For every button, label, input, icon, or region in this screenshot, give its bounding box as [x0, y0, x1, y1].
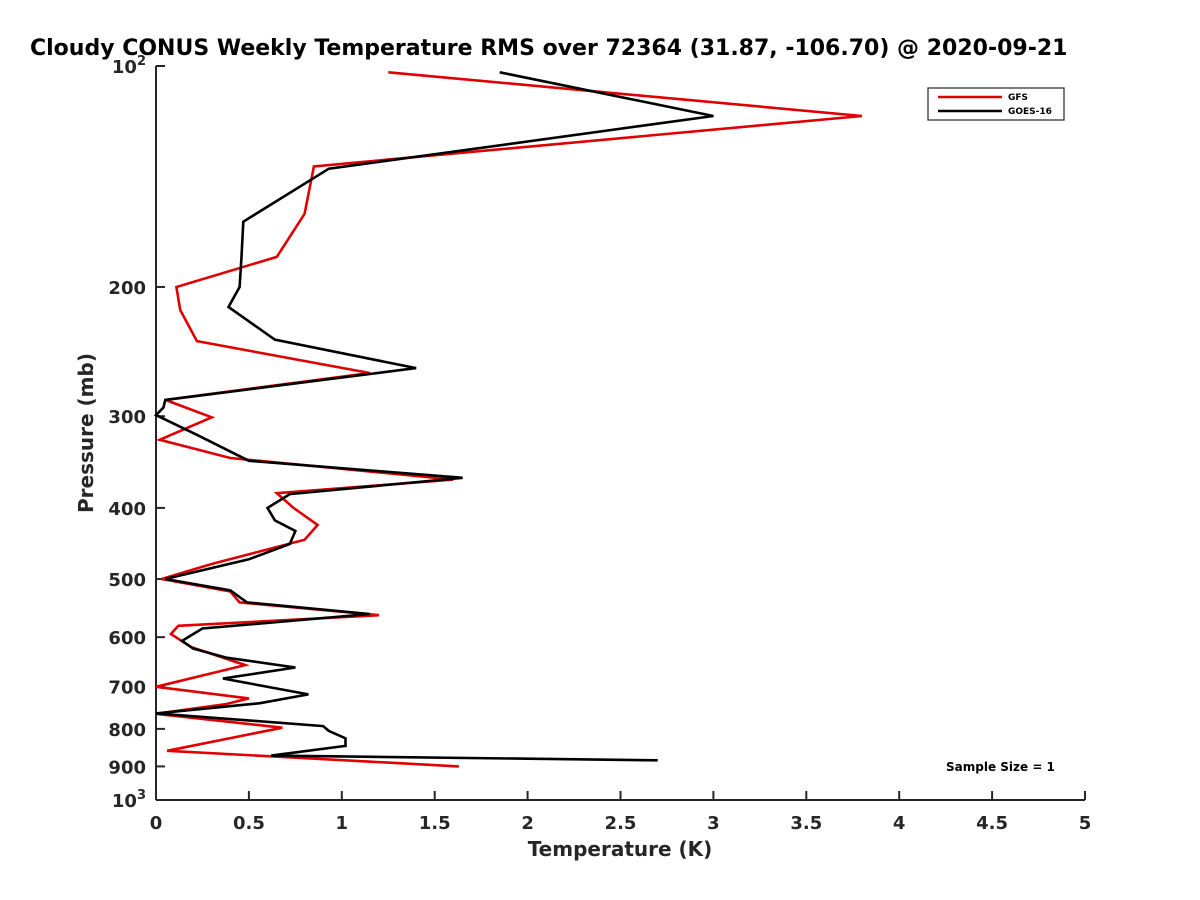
x-tick-label: 2 [521, 813, 534, 834]
y-tick-label-base: 200 [108, 278, 146, 299]
series-line-gfs [155, 71, 863, 768]
chart-title: Cloudy CONUS Weekly Temperature RMS over… [30, 36, 1067, 61]
legend-label-goes16: GOES-16 [1008, 107, 1052, 117]
y-tick-label-base: 900 [108, 757, 146, 778]
legend-label-gfs: GFS [1008, 93, 1028, 103]
y-tick-label: 102 [112, 54, 146, 78]
y-axis-label: Pressure (mb) [74, 353, 98, 513]
y-tick-label: 900 [108, 757, 146, 778]
y-tick-label-exponent: 3 [137, 788, 146, 803]
sample-size-annotation: Sample Size = 1 [946, 760, 1055, 774]
x-tick-label: 0 [150, 813, 163, 834]
legend: GFS GOES-16 [927, 87, 1065, 121]
x-axis-label: Temperature (K) [528, 837, 713, 861]
x-tick-label: 4 [893, 813, 906, 834]
series-line-goes16 [153, 71, 714, 762]
x-tick-label: 1 [336, 813, 349, 834]
legend-box [927, 87, 1065, 121]
y-tick-label: 500 [108, 570, 146, 591]
y-tick-label: 700 [108, 677, 146, 698]
x-tick-label: 3.5 [790, 813, 822, 834]
y-tick-label: 300 [108, 407, 146, 428]
x-tick-label: 5 [1079, 813, 1092, 834]
x-axis-ticks: 0 0.5 1 1.5 2 2.5 3 3.5 4 4.5 5 [150, 791, 1092, 834]
x-tick-label: 3 [707, 813, 720, 834]
series-layer [153, 71, 863, 768]
y-tick-label-base: 600 [108, 628, 146, 649]
y-tick-label-base: 10 [112, 791, 137, 812]
y-tick-label-exponent: 2 [137, 54, 146, 69]
y-tick-label: 600 [108, 628, 146, 649]
x-tick-label: 1.5 [419, 813, 451, 834]
x-tick-label: 0.5 [233, 813, 265, 834]
y-tick-label: 400 [108, 499, 146, 520]
y-tick-label-base: 10 [112, 57, 137, 78]
y-tick-label: 103 [112, 788, 146, 812]
y-tick-label-base: 400 [108, 499, 146, 520]
plot-area [155, 66, 1085, 801]
y-tick-label: 800 [108, 720, 146, 741]
y-tick-label-base: 300 [108, 407, 146, 428]
y-tick-label-base: 800 [108, 720, 146, 741]
y-tick-label-base: 700 [108, 677, 146, 698]
y-tick-label-base: 500 [108, 570, 146, 591]
y-tick-label: 200 [108, 278, 146, 299]
x-tick-label: 2.5 [605, 813, 637, 834]
x-tick-label: 4.5 [976, 813, 1008, 834]
